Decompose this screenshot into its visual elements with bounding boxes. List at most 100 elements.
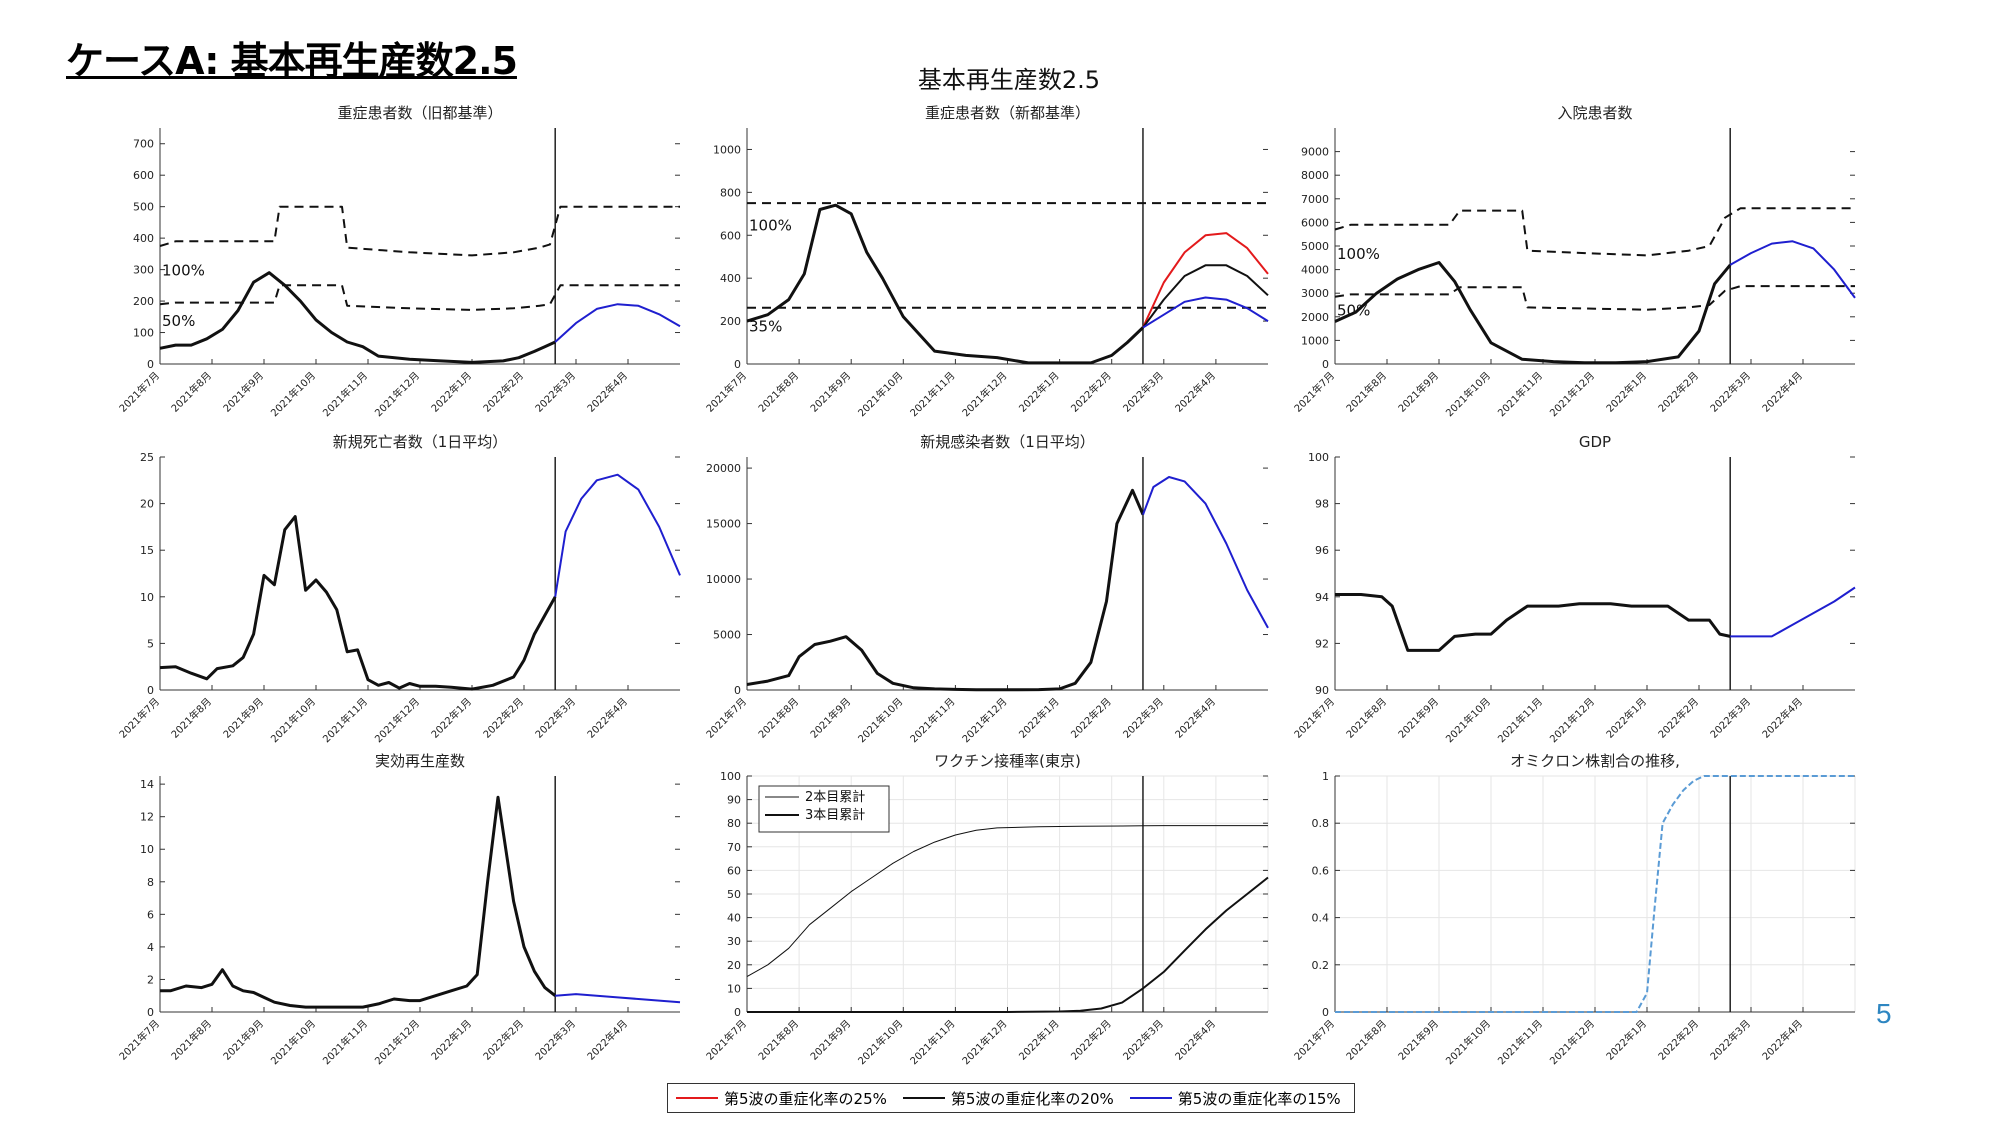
ytick-label-severe-old-2: 200 <box>133 295 154 308</box>
xtick-label-severe-old-7: 2022年2月 <box>480 369 526 415</box>
xtick-label-severe-old-8: 2022年3月 <box>532 369 578 415</box>
xtick-label-hospitalized-4: 2021年11月 <box>1495 369 1545 419</box>
xtick-label-deaths-8: 2022年3月 <box>532 695 578 741</box>
xtick-label-vaccination-5: 2021年12月 <box>959 1017 1009 1067</box>
ytick-label-hospitalized-7: 7000 <box>1301 193 1329 206</box>
xtick-label-gdp-5: 2021年12月 <box>1547 695 1597 745</box>
xtick-label-hospitalized-3: 2021年10月 <box>1443 369 1493 419</box>
ytick-label-reproduction-0: 0 <box>147 1006 154 1019</box>
ytick-label-severe-old-1: 100 <box>133 327 154 340</box>
xtick-label-cases-4: 2021年11月 <box>907 695 957 745</box>
xtick-label-severe-new-4: 2021年11月 <box>907 369 957 419</box>
ytick-label-gdp-3: 96 <box>1315 544 1329 557</box>
ytick-label-gdp-2: 94 <box>1315 591 1329 604</box>
xtick-label-deaths-1: 2021年8月 <box>168 695 214 741</box>
series-severe-new-3 <box>1142 232 1269 328</box>
figure-title: 基本再生産数2.5 <box>0 60 2000 95</box>
xtick-label-severe-new-2: 2021年9月 <box>807 369 853 415</box>
series-severe-old-3 <box>554 303 681 343</box>
ytick-label-severe-old-5: 500 <box>133 201 154 214</box>
legend-label-20: 第5波の重症化率の20% <box>950 1089 1114 1108</box>
xtick-label-deaths-6: 2022年1月 <box>428 695 474 741</box>
ytick-label-hospitalized-5: 5000 <box>1301 240 1329 253</box>
xtick-label-severe-new-7: 2022年2月 <box>1068 369 1114 415</box>
ytick-label-deaths-3: 15 <box>140 544 154 557</box>
series-gdp-0 <box>1335 593 1731 652</box>
legend-label-15: 第5波の重症化率の15% <box>1177 1089 1341 1108</box>
panel-title-deaths: 新規死亡者数（1日平均） <box>333 433 508 451</box>
page-number: 5 <box>1876 998 1892 1029</box>
ytick-label-cases-1: 5000 <box>713 629 741 642</box>
ytick-label-reproduction-1: 2 <box>147 973 154 986</box>
legend-swatch-red <box>676 1097 718 1099</box>
xtick-label-reproduction-3: 2021年10月 <box>268 1017 318 1067</box>
xtick-label-cases-6: 2022年1月 <box>1016 695 1062 741</box>
series-deaths-1 <box>554 473 681 597</box>
ytick-label-gdp-5: 100 <box>1308 451 1329 464</box>
series-hospitalized-3 <box>1729 240 1856 299</box>
ytick-label-vaccination-10: 100 <box>720 770 741 783</box>
ytick-label-severe-new-2: 400 <box>720 272 741 285</box>
legend-swatch-black <box>902 1097 945 1099</box>
series-severe-old-0 <box>159 271 556 364</box>
panel-title-severe-new: 重症患者数（新都基準） <box>925 104 1090 122</box>
ytick-label-omicron-4: 0.8 <box>1312 817 1330 830</box>
xtick-label-hospitalized-6: 2022年1月 <box>1603 369 1649 415</box>
xtick-label-cases-2: 2021年9月 <box>807 695 853 741</box>
ytick-label-gdp-1: 92 <box>1315 637 1329 650</box>
ytick-label-cases-2: 10000 <box>706 573 741 586</box>
xtick-label-deaths-9: 2022年4月 <box>584 695 630 741</box>
series-omicron-0 <box>1335 775 1855 1013</box>
annotation-severe-old-0: 100% <box>162 262 205 280</box>
panel-title-omicron: オミクロン株割合の推移, <box>1510 752 1680 770</box>
series-severe-new-0 <box>746 203 1145 365</box>
xtick-label-omicron-7: 2022年2月 <box>1655 1017 1701 1063</box>
panel-title-hospitalized: 入院患者数 <box>1557 104 1632 122</box>
xtick-label-gdp-0: 2021年7月 <box>1291 695 1337 741</box>
ytick-label-severe-old-6: 600 <box>133 169 154 182</box>
xtick-label-hospitalized-8: 2022年3月 <box>1707 369 1753 415</box>
series-severe-old-2 <box>159 284 680 311</box>
xtick-label-severe-old-5: 2021年12月 <box>372 369 422 419</box>
ytick-label-severe-old-4: 400 <box>133 232 154 245</box>
ytick-label-severe-old-7: 700 <box>133 138 154 151</box>
xtick-label-omicron-1: 2021年8月 <box>1343 1017 1389 1063</box>
ytick-label-hospitalized-0: 0 <box>1322 358 1329 371</box>
xtick-label-cases-7: 2022年2月 <box>1068 695 1114 741</box>
xtick-label-severe-old-9: 2022年4月 <box>584 369 630 415</box>
xtick-label-vaccination-2: 2021年9月 <box>807 1017 853 1063</box>
ytick-label-deaths-1: 5 <box>147 637 154 650</box>
series-severe-new-4 <box>1142 264 1269 329</box>
xtick-label-severe-old-2: 2021年9月 <box>220 369 266 415</box>
xtick-label-omicron-8: 2022年3月 <box>1707 1017 1753 1063</box>
xtick-label-hospitalized-9: 2022年4月 <box>1759 369 1805 415</box>
ytick-label-vaccination-9: 90 <box>727 794 741 807</box>
series-gdp-1 <box>1730 586 1856 638</box>
series-hospitalized-0 <box>1334 261 1732 365</box>
xtick-label-omicron-9: 2022年4月 <box>1759 1017 1805 1063</box>
ytick-label-omicron-3: 0.6 <box>1312 864 1330 877</box>
series-severe-old-1 <box>159 205 680 257</box>
ytick-label-hospitalized-8: 8000 <box>1301 169 1329 182</box>
xtick-label-cases-0: 2021年7月 <box>703 695 749 741</box>
xtick-label-deaths-3: 2021年10月 <box>268 695 318 745</box>
ytick-label-reproduction-6: 12 <box>140 811 154 824</box>
ytick-label-cases-4: 20000 <box>706 462 741 475</box>
ytick-label-cases-3: 15000 <box>706 518 741 531</box>
xtick-label-cases-1: 2021年8月 <box>755 695 801 741</box>
xtick-label-severe-old-3: 2021年10月 <box>268 369 318 419</box>
xtick-label-omicron-6: 2022年1月 <box>1603 1017 1649 1063</box>
panel-title-reproduction: 実効再生産数 <box>375 752 465 770</box>
xtick-label-reproduction-1: 2021年8月 <box>168 1017 214 1063</box>
ytick-label-vaccination-3: 30 <box>727 935 741 948</box>
panel-title-vaccination: ワクチン接種率(東京) <box>934 752 1081 770</box>
xtick-label-vaccination-3: 2021年10月 <box>855 1017 905 1067</box>
panel-title-gdp: GDP <box>1579 433 1611 451</box>
ytick-label-hospitalized-3: 3000 <box>1301 287 1329 300</box>
xtick-label-severe-old-0: 2021年7月 <box>116 369 162 415</box>
xtick-label-gdp-9: 2022年4月 <box>1759 695 1805 741</box>
ytick-label-omicron-2: 0.4 <box>1312 912 1330 925</box>
ytick-label-hospitalized-6: 6000 <box>1301 216 1329 229</box>
ytick-label-severe-old-3: 300 <box>133 264 154 277</box>
annotation-hospitalized-0: 100% <box>1337 245 1380 263</box>
